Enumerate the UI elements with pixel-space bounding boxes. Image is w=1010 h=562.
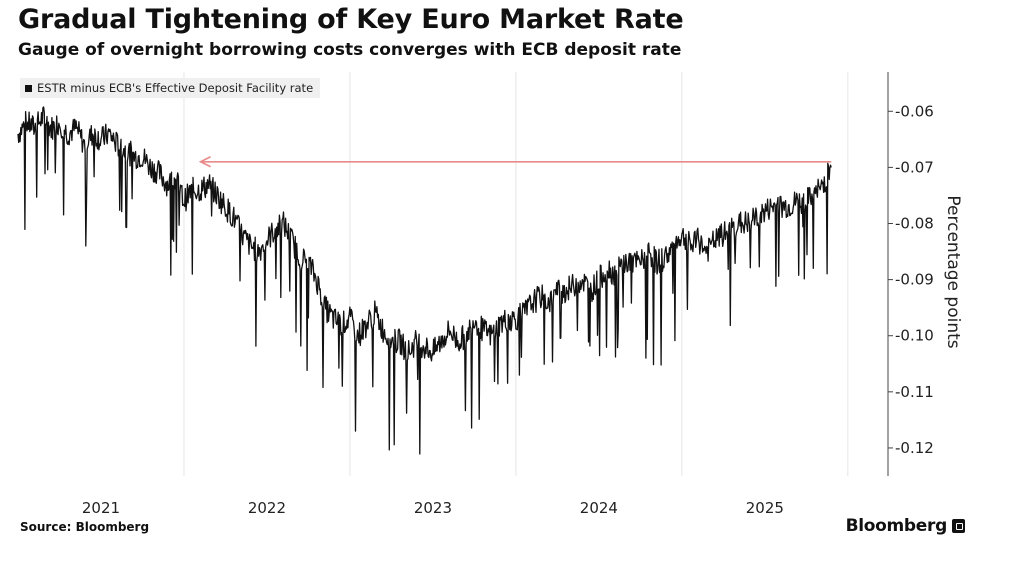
vertical-gridlines [183,72,849,476]
chart-title: Gradual Tightening of Key Euro Market Ra… [18,4,684,35]
y-tick-label-2: -0.08 [895,215,934,233]
y-tick-label-4: -0.10 [895,327,934,345]
chart-subtitle: Gauge of overnight borrowing costs conve… [18,40,682,60]
annotation-arrow-head [198,156,211,168]
brand-text: Bloomberg [845,516,948,536]
series-line-estr-minus-dfr [17,106,832,455]
chart-legend: ESTR minus ECB's Effective Deposit Facil… [20,78,321,98]
series-layer [17,106,832,455]
y-tick-label-6: -0.12 [895,439,934,457]
x-tick-label-3: 2024 [580,499,618,517]
bloomberg-icon [952,519,965,533]
x-tick-label-2: 2023 [414,499,452,517]
y-tick-label-0: -0.06 [895,102,934,120]
source-note: Source: Bloomberg [20,520,150,534]
x-tick-label-0: 2021 [82,499,120,517]
x-axis: 2021 2022 2023 2024 2025 [82,499,784,517]
bloomberg-logo: Bloomberg [846,516,965,536]
x-tick-label-4: 2025 [746,499,784,517]
y-tick-label-1: -0.07 [895,158,934,176]
y-tick-label-3: -0.09 [895,271,934,289]
annotation-layer [198,156,832,168]
y-tick-label-5: -0.11 [895,383,934,401]
x-tick-label-1: 2022 [248,499,286,517]
legend-label: ESTR minus ECB's Effective Deposit Facil… [37,81,314,95]
y-axis: -0.06 -0.07 -0.08 -0.09 -0.10 -0.11 -0.12 [887,72,934,476]
y-axis-label: Percentage points [943,195,963,348]
legend-swatch [25,84,32,92]
